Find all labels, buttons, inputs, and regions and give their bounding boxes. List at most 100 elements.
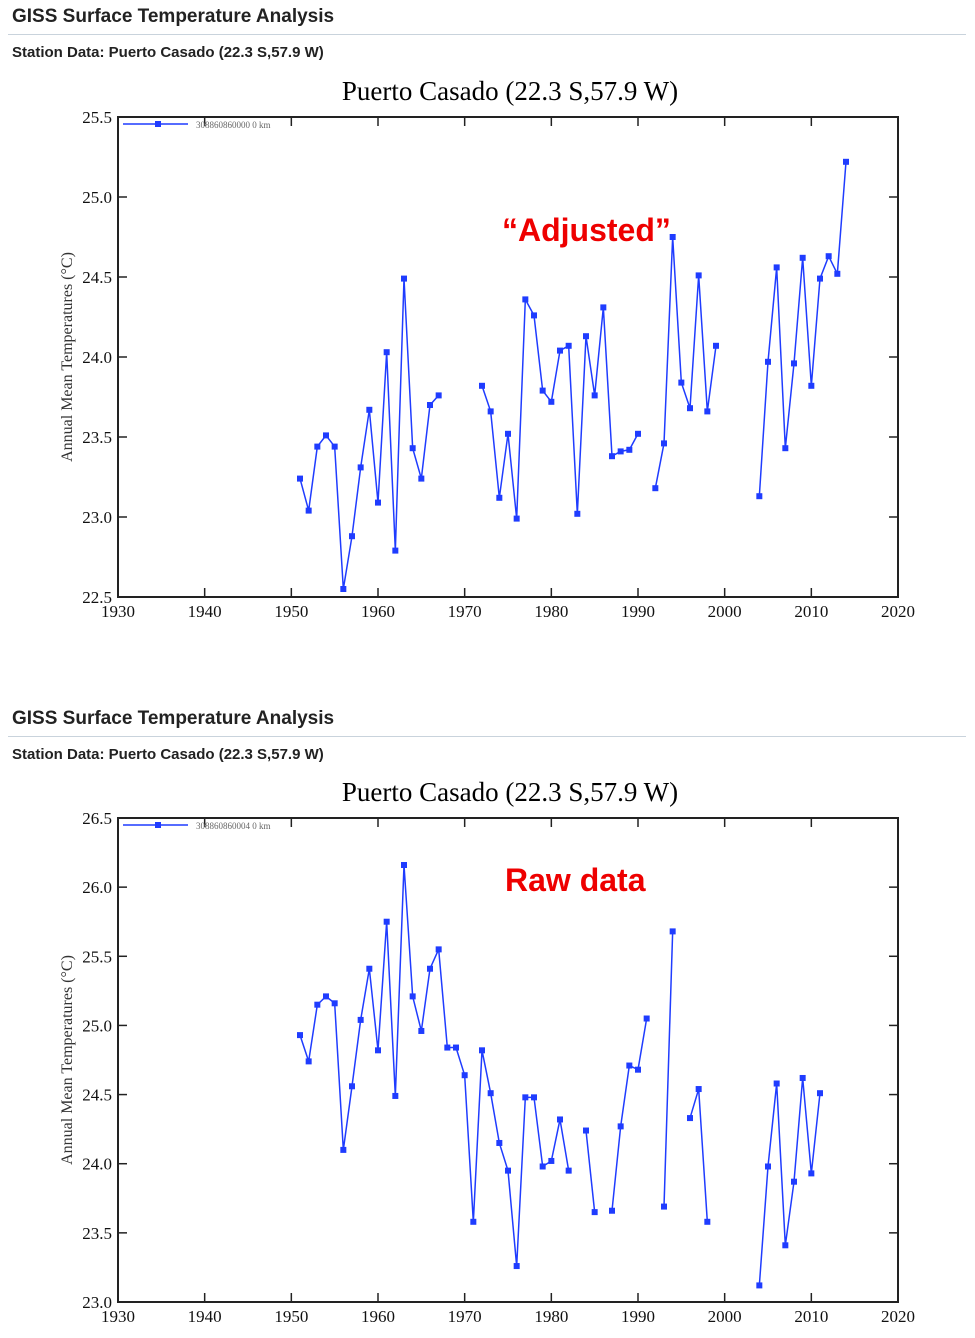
panel-header: GISS Surface Temperature Analysis [12,6,335,27]
data-point-2006 [773,1080,780,1087]
x-tick-label: 2000 [708,602,742,621]
data-point-1967 [435,946,442,953]
data-point-2010 [808,382,815,389]
legend-label: 308860860000 0 km [196,120,271,130]
x-tick-label: 1970 [448,602,482,621]
data-point-1963 [401,275,407,282]
series-line [299,864,570,1267]
data-point-2011 [817,1090,823,1097]
data-point-1984 [583,1127,589,1134]
data-point-1988 [617,448,624,455]
data-point-1956 [340,586,347,592]
data-point-1972 [479,382,485,389]
data-point-1981 [557,1116,563,1123]
data-point-2007 [782,1242,789,1249]
x-tick-label: 1950 [274,1307,308,1326]
data-point-1959 [366,406,373,413]
y-tick-label: 26.0 [82,878,112,897]
panel-header: GISS Surface Temperature Analysis [12,708,335,729]
data-point-1956 [340,1146,347,1153]
series-line [654,236,717,489]
data-point-1998 [704,1218,711,1225]
header-divider [8,736,966,737]
data-point-1985 [591,392,598,399]
data-point-1958 [357,1016,364,1023]
y-tick-label: 24.0 [82,348,112,367]
y-tick-label: 25.5 [82,108,112,127]
data-point-1966 [427,402,433,408]
x-tick-label: 1980 [534,602,568,621]
data-point-2010 [808,1170,815,1177]
data-point-1990 [635,430,641,437]
data-point-1981 [557,347,563,354]
x-tick-label: 1980 [534,1307,568,1326]
data-point-1965 [418,475,425,482]
data-point-1984 [583,333,589,340]
data-point-2006 [773,264,780,271]
data-point-2007 [782,445,789,452]
y-axis-label: Annual Mean Temperatures (°C) [59,252,76,462]
data-point-1959 [366,965,373,972]
header-divider [8,34,966,35]
data-point-1980 [548,398,555,405]
data-point-1979 [539,387,546,394]
data-point-1986 [600,304,607,311]
y-tick-label: 23.0 [82,508,112,527]
data-point-1976 [513,515,520,522]
plot-frame [117,817,899,1303]
x-tick-label: 2020 [881,602,915,621]
data-point-1970 [461,1072,468,1079]
chart-title: Puerto Casado (22.3 S,57.9 W) [341,76,679,106]
x-tick-label: 2010 [794,602,828,621]
data-point-1951 [297,1032,303,1039]
data-point-1953 [314,443,321,450]
x-tick-label: 1990 [621,1307,655,1326]
x-tick-label: 1940 [188,1307,222,1326]
x-tick-label: 1970 [448,1307,482,1326]
data-point-1961 [383,349,390,356]
data-point-1954 [323,993,329,1000]
x-tick-label: 1930 [101,602,135,621]
data-point-1992 [652,485,659,492]
data-point-1951 [297,475,303,482]
data-point-1982 [565,1167,572,1174]
data-point-1988 [617,1123,624,1130]
data-point-1975 [505,1167,511,1174]
x-tick-label: 2020 [881,1307,915,1326]
data-point-2004 [756,493,763,500]
data-point-2004 [756,1282,763,1289]
data-point-2008 [791,360,797,367]
data-point-1978 [531,312,537,319]
y-tick-label: 25.0 [82,188,112,207]
data-point-1990 [635,1066,641,1073]
x-tick-label: 1940 [188,602,222,621]
data-point-1968 [444,1044,451,1051]
data-point-1962 [392,547,399,554]
data-point-2011 [817,275,823,282]
data-point-1997 [695,1086,702,1093]
data-point-2014 [843,158,849,165]
data-point-1983 [574,510,581,517]
y-tick-label: 23.0 [82,1293,112,1312]
data-point-2012 [825,253,832,260]
data-point-1976 [513,1263,520,1270]
data-point-1958 [357,464,364,471]
data-point-1985 [591,1209,598,1216]
data-point-1997 [695,272,702,279]
data-point-1960 [375,1047,381,1054]
data-point-1978 [531,1094,537,1101]
data-point-1980 [548,1157,555,1164]
data-point-1994 [669,928,676,935]
data-point-1993 [661,440,667,447]
data-point-1998 [704,408,711,415]
data-point-1974 [496,1139,503,1146]
data-point-1964 [409,445,416,452]
data-point-1979 [539,1163,546,1170]
y-tick-label: 24.5 [82,268,112,287]
x-tick-label: 1960 [361,1307,395,1326]
data-point-1957 [349,1083,355,1090]
data-point-1973 [487,408,494,415]
x-tick-label: 1930 [101,1307,135,1326]
data-point-1967 [435,392,442,399]
